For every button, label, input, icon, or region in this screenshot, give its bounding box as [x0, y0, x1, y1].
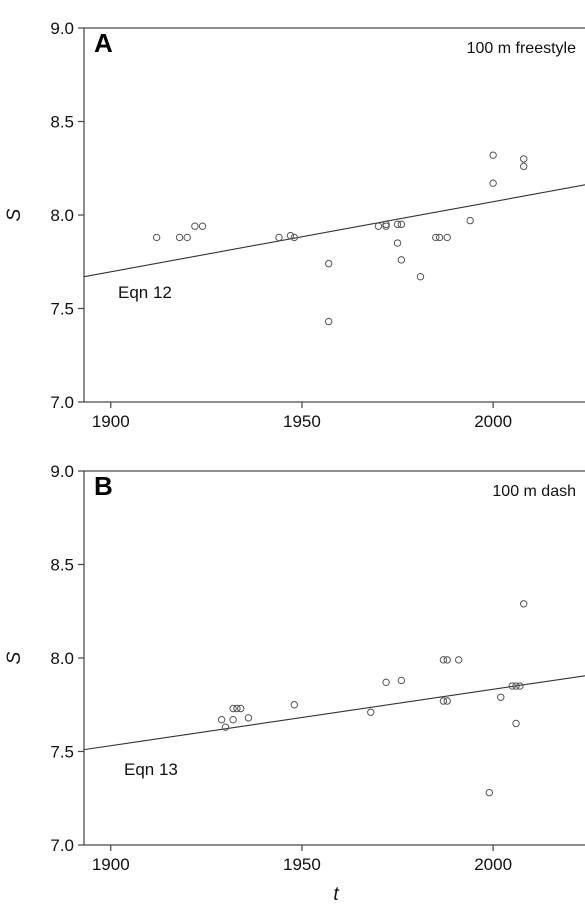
- x-tick-label: 2000: [474, 855, 512, 874]
- data-point: [520, 155, 528, 163]
- y-tick-label: 9.0: [50, 19, 74, 38]
- y-tick-label: 7.5: [50, 300, 74, 319]
- data-point: [485, 788, 493, 797]
- data-point: [290, 233, 298, 242]
- y-axis: 7.0 7.5 8.0 8.5 9.0: [50, 19, 84, 412]
- fit-line: [83, 184, 585, 278]
- data-point: [237, 704, 245, 713]
- y-tick-label: 8.5: [50, 556, 74, 575]
- x-tick-label: 2000: [474, 412, 512, 431]
- data-point: [439, 656, 448, 664]
- panel-b: 7.0 7.5 8.0 8.5 9.0 1900 1950 2000 B 100 m das…: [4, 462, 585, 905]
- data-point: [382, 678, 390, 687]
- data-point: [443, 697, 451, 705]
- data-point: [508, 682, 516, 690]
- data-point: [382, 222, 390, 230]
- fit-line: [83, 675, 585, 751]
- data-point: [512, 682, 520, 690]
- data-point: [432, 233, 440, 242]
- y-tick-label: 9.0: [50, 462, 74, 481]
- x-tick-label: 1900: [92, 412, 130, 431]
- data-point: [416, 273, 425, 281]
- plot-frame: [83, 27, 585, 403]
- y-tick-label: 7.5: [50, 743, 74, 762]
- data-point: [275, 233, 283, 242]
- fit-label: Eqn 13: [124, 760, 178, 779]
- panel-title: 100 m dash: [492, 483, 576, 500]
- data-point: [443, 656, 451, 664]
- data-point: [191, 222, 199, 230]
- y-axis-label: S: [4, 208, 25, 221]
- data-point: [152, 233, 161, 242]
- data-point: [466, 216, 474, 225]
- y-axis: 7.0 7.5 8.0 8.5 9.0: [50, 462, 84, 855]
- plot-frame: [83, 470, 585, 846]
- data-point: [393, 239, 402, 247]
- data-point: [439, 697, 448, 705]
- data-point: [393, 220, 402, 229]
- y-tick-label: 8.0: [50, 649, 74, 668]
- y-tick-label: 8.0: [50, 206, 74, 225]
- x-tick-label: 1950: [283, 855, 321, 874]
- panel-letter: A: [94, 28, 113, 58]
- data-point: [221, 723, 230, 731]
- data-point: [229, 716, 237, 724]
- data-point: [512, 719, 520, 728]
- data-point: [229, 704, 237, 713]
- x-axis: 1900 1950 2000: [92, 402, 512, 431]
- data-point: [397, 256, 406, 264]
- data-point: [397, 676, 406, 685]
- x-tick-label: 1900: [92, 855, 130, 874]
- data-point: [374, 222, 383, 230]
- data-point: [489, 179, 497, 187]
- data-point: [443, 233, 451, 242]
- data-point: [183, 233, 191, 242]
- data-point: [516, 682, 524, 690]
- data-point: [382, 220, 390, 229]
- data-points: [152, 151, 528, 326]
- data-point: [455, 656, 463, 664]
- y-tick-label: 7.0: [50, 393, 74, 412]
- data-point: [325, 317, 333, 326]
- y-tick-label: 8.5: [50, 113, 74, 132]
- data-point: [497, 693, 505, 701]
- data-point: [175, 233, 184, 242]
- data-point: [520, 600, 528, 608]
- x-axis: 1900 1950 2000: [92, 845, 512, 874]
- panel-title: 100 m freestyle: [467, 40, 576, 57]
- data-point: [397, 220, 406, 229]
- data-point: [244, 714, 253, 722]
- x-tick-label: 1950: [283, 412, 321, 431]
- panel-a: 7.0 7.5 8.0 8.5 9.0 1900 1950 2000 A 100 m fre…: [4, 19, 585, 431]
- x-axis-label: t: [333, 884, 339, 905]
- data-point: [198, 222, 207, 230]
- data-point: [489, 151, 497, 159]
- data-point: [286, 231, 295, 240]
- data-point: [290, 701, 298, 709]
- data-point: [325, 259, 333, 268]
- data-point: [435, 233, 444, 242]
- y-tick-label: 7.0: [50, 836, 74, 855]
- data-point: [520, 162, 528, 171]
- y-axis-label: S: [4, 651, 25, 664]
- panel-letter: B: [94, 471, 113, 501]
- data-point: [233, 704, 241, 713]
- data-points: [217, 600, 528, 797]
- data-point: [217, 716, 226, 724]
- fit-label: Eqn 12: [118, 283, 172, 302]
- data-point: [367, 708, 375, 716]
